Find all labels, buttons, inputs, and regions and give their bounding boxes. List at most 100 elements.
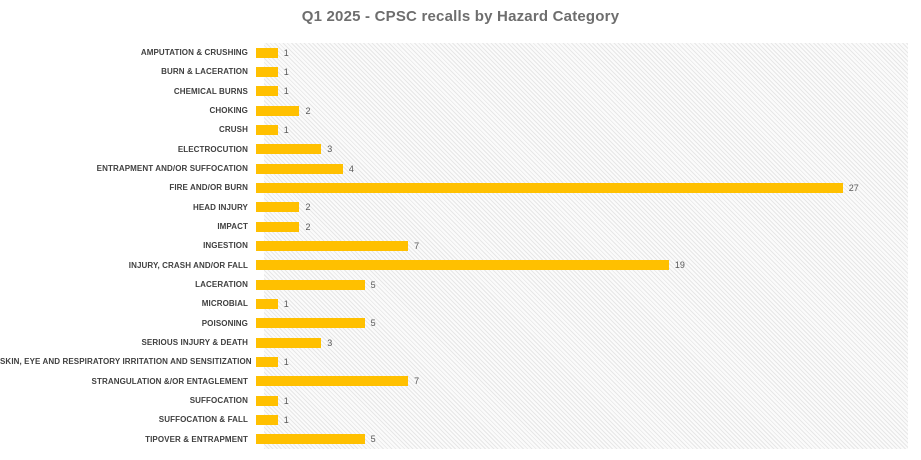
- category-label: STRANGULATION &/OR ENTAGLEMENT: [91, 376, 248, 386]
- bar-zone: 7: [256, 372, 908, 391]
- category-label: AMPUTATION & CRUSHING: [140, 48, 248, 58]
- bar-zone: 5: [256, 314, 908, 333]
- category-label: SUFFOCATION & FALL: [158, 415, 248, 425]
- category-label: IMPACT: [217, 222, 248, 232]
- chart-row: CHOKING 2: [0, 101, 908, 120]
- chart-row: AMPUTATION & CRUSHING 1: [0, 43, 908, 62]
- bar-zone: 19: [256, 256, 908, 275]
- chart-row: STRANGULATION &/OR ENTAGLEMENT 7: [0, 372, 908, 391]
- bar: [256, 202, 300, 213]
- bar-zone: 3: [256, 140, 908, 159]
- bar: [256, 144, 322, 155]
- category-label: ENTRAPMENT AND/OR SUFFOCATION: [96, 164, 248, 174]
- value-label: 5: [370, 318, 376, 329]
- bar: [256, 318, 365, 329]
- bar: [256, 260, 669, 271]
- category-label: CHOKING: [209, 106, 248, 116]
- bar-zone: 1: [256, 352, 908, 371]
- bar: [256, 279, 365, 290]
- category-label: TIPOVER & ENTRAPMENT: [145, 434, 248, 444]
- value-label: 2: [305, 105, 311, 116]
- chart-row: SUFFOCATION & FALL 1: [0, 410, 908, 429]
- chart-row: CRUSH 1: [0, 120, 908, 139]
- value-label: 1: [283, 414, 289, 425]
- bar: [256, 163, 343, 174]
- bar-zone: 1: [256, 120, 908, 139]
- value-label: 3: [327, 144, 333, 155]
- bar: [256, 337, 322, 348]
- chart-row: SKIN, EYE AND RESPIRATORY IRRITATION AND…: [0, 352, 908, 371]
- chart-row: TIPOVER & ENTRAPMENT 5: [0, 430, 908, 449]
- chart-row: BURN & LACERATION 1: [0, 62, 908, 81]
- value-label: 4: [348, 163, 354, 174]
- bar-zone: 1: [256, 82, 908, 101]
- value-label: 2: [305, 221, 311, 232]
- value-label: 3: [327, 337, 333, 348]
- chart-row: INJURY, CRASH AND/OR FALL 19: [0, 256, 908, 275]
- chart-row: LACERATION 5: [0, 275, 908, 294]
- bar: [256, 240, 409, 251]
- category-label: FIRE AND/OR BURN: [169, 183, 248, 193]
- bar: [256, 395, 278, 406]
- category-label: SKIN, EYE AND RESPIRATORY IRRITATION AND…: [0, 357, 252, 367]
- chart-row: SERIOUS INJURY & DEATH 3: [0, 333, 908, 352]
- category-label: LACERATION: [195, 280, 248, 290]
- value-label: 5: [370, 279, 376, 290]
- value-label: 1: [283, 395, 289, 406]
- category-label: INGESTION: [203, 241, 248, 251]
- chart-row: HEAD INJURY 2: [0, 198, 908, 217]
- value-label: 5: [370, 434, 376, 445]
- value-label: 1: [283, 298, 289, 309]
- bar-zone: 1: [256, 62, 908, 81]
- bar: [256, 47, 278, 58]
- category-label: BURN & LACERATION: [161, 67, 248, 77]
- category-label: INJURY, CRASH AND/OR FALL: [128, 260, 248, 270]
- bar-zone: 5: [256, 430, 908, 449]
- bar: [256, 298, 278, 309]
- chart-row: FIRE AND/OR BURN 27: [0, 178, 908, 197]
- chart-row: SUFFOCATION 1: [0, 391, 908, 410]
- bar-zone: 5: [256, 275, 908, 294]
- bar: [256, 356, 278, 367]
- chart-row: ELECTROCUTION 3: [0, 140, 908, 159]
- category-label: ELECTROCUTION: [177, 144, 248, 154]
- bar: [256, 124, 278, 135]
- chart-rows: AMPUTATION & CRUSHING 1 BURN & LACERATION 1…: [0, 43, 908, 449]
- bar: [256, 182, 843, 193]
- bar: [256, 414, 278, 425]
- value-label: 1: [283, 47, 289, 58]
- value-label: 1: [283, 66, 289, 77]
- bar-zone: 1: [256, 294, 908, 313]
- value-label: 27: [848, 182, 859, 193]
- bar-zone: 1: [256, 43, 908, 62]
- bar: [256, 66, 278, 77]
- bar: [256, 221, 300, 232]
- value-label: 1: [283, 124, 289, 135]
- chart-row: POISONING 5: [0, 314, 908, 333]
- chart-row: IMPACT 2: [0, 217, 908, 236]
- bar-zone: 2: [256, 198, 908, 217]
- category-label: CRUSH: [219, 125, 248, 135]
- bar-zone: 1: [256, 391, 908, 410]
- bar: [256, 434, 365, 445]
- value-label: 1: [283, 86, 289, 97]
- chart-row: CHEMICAL BURNS 1: [0, 82, 908, 101]
- chart-row: INGESTION 7: [0, 236, 908, 255]
- bar: [256, 86, 278, 97]
- chart-row: ENTRAPMENT AND/OR SUFFOCATION 4: [0, 159, 908, 178]
- bar-zone: 7: [256, 236, 908, 255]
- value-label: 1: [283, 356, 289, 367]
- bar-zone: 2: [256, 217, 908, 236]
- value-label: 7: [414, 240, 420, 251]
- category-label: POISONING: [201, 318, 248, 328]
- chart-title: Q1 2025 - CPSC recalls by Hazard Categor…: [301, 8, 620, 25]
- category-label: HEAD INJURY: [192, 202, 248, 212]
- category-label: SUFFOCATION: [189, 396, 248, 406]
- value-label: 2: [305, 202, 311, 213]
- category-label: SERIOUS INJURY & DEATH: [141, 338, 248, 348]
- bar-zone: 4: [256, 159, 908, 178]
- category-label: MICROBIAL: [201, 299, 248, 309]
- bar-zone: 2: [256, 101, 908, 120]
- category-label: CHEMICAL BURNS: [173, 86, 248, 96]
